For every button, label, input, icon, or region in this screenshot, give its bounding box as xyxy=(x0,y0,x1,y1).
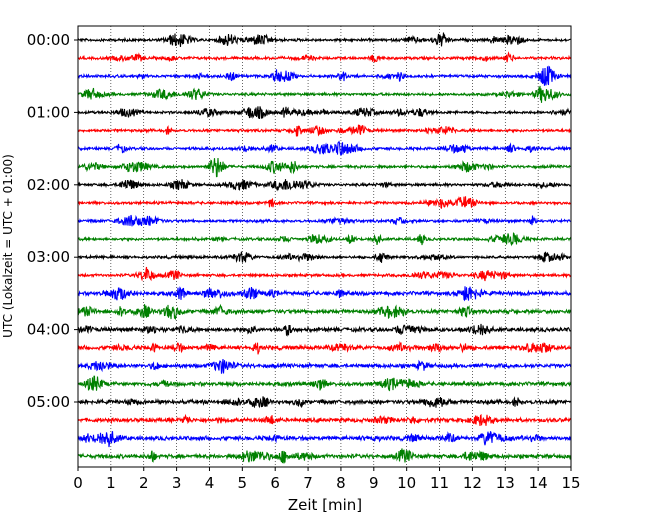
y-axis-label: UTC (Lokalzeit = UTC + 01:00) xyxy=(1,154,15,338)
trace-line xyxy=(77,158,572,178)
y-axis-ticks: 00:00 01:00 02:00 03:00 04:00 05:00 xyxy=(27,31,78,411)
trace-line xyxy=(77,431,572,448)
trace-line xyxy=(77,124,572,137)
trace-line xyxy=(77,106,572,119)
trace-line xyxy=(77,32,572,47)
x-axis-label: Zeit [min] xyxy=(288,496,362,514)
trace-line xyxy=(77,323,572,337)
y-tick-label: 04:00 xyxy=(27,321,70,339)
trace-line xyxy=(77,341,572,355)
trace-line xyxy=(77,196,572,209)
trace-line xyxy=(77,65,572,86)
x-axis-ticks: 0 1 2 3 4 5 6 7 8 9 10 11 12 13 14 15 xyxy=(73,467,581,492)
x-tick-label: 12 xyxy=(463,474,482,492)
y-tick-label: 05:00 xyxy=(27,393,70,411)
trace-line xyxy=(77,214,572,227)
x-tick-label: 11 xyxy=(430,474,449,492)
trace-line xyxy=(77,179,572,192)
trace-line xyxy=(77,251,572,264)
trace-line xyxy=(77,358,572,374)
x-tick-label: 1 xyxy=(106,474,116,492)
trace-line xyxy=(77,51,572,63)
y-tick-label: 02:00 xyxy=(27,176,70,194)
y-tick-label: 01:00 xyxy=(27,103,70,121)
trace-line xyxy=(77,396,572,409)
x-tick-label: 6 xyxy=(270,474,280,492)
trace-line xyxy=(77,413,572,427)
seismic-traces xyxy=(77,32,572,464)
trace-line xyxy=(77,375,572,392)
trace-line xyxy=(77,140,572,156)
x-tick-label: 10 xyxy=(397,474,416,492)
trace-line xyxy=(77,303,572,321)
x-tick-label: 3 xyxy=(172,474,182,492)
trace-line xyxy=(77,286,572,302)
plot-frame xyxy=(77,25,572,468)
x-tick-label: 9 xyxy=(369,474,379,492)
x-tick-label: 15 xyxy=(561,474,580,492)
x-tick-label: 8 xyxy=(336,474,346,492)
y-tick-label: 03:00 xyxy=(27,248,70,266)
trace-line xyxy=(77,448,572,464)
trace-line xyxy=(77,85,572,103)
x-tick-label: 0 xyxy=(73,474,83,492)
x-tick-label: 2 xyxy=(139,474,149,492)
trace-line xyxy=(77,266,572,282)
trace-line xyxy=(77,232,572,247)
x-tick-label: 14 xyxy=(529,474,548,492)
x-tick-label: 4 xyxy=(205,474,215,492)
x-tick-label: 7 xyxy=(303,474,313,492)
x-tick-label: 13 xyxy=(496,474,515,492)
x-tick-label: 5 xyxy=(238,474,248,492)
y-tick-label: 00:00 xyxy=(27,31,70,49)
